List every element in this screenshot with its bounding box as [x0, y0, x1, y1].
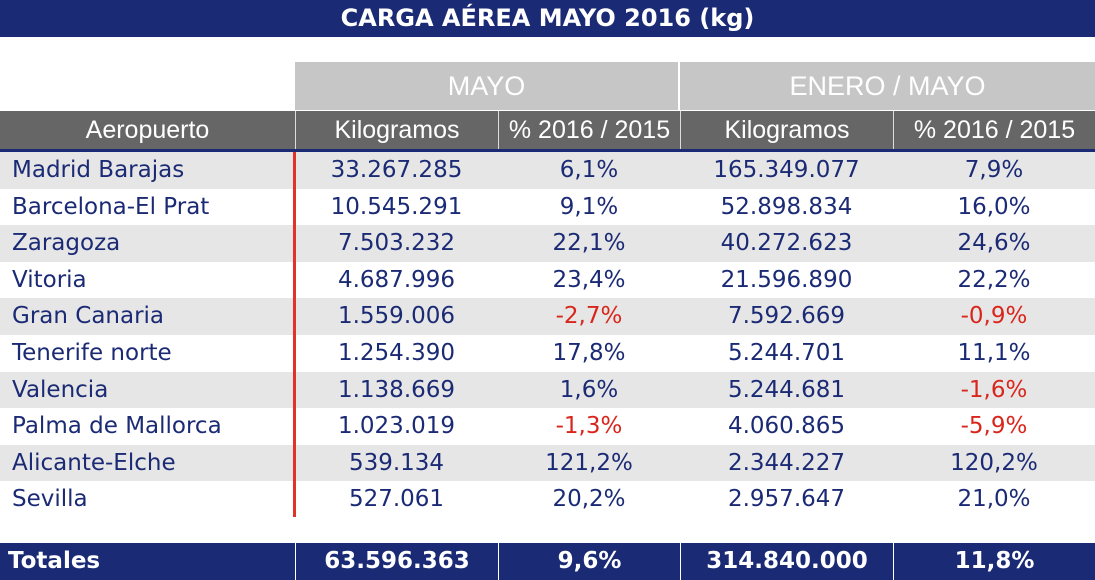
airport-name: Barcelona-El Prat — [12, 193, 210, 220]
airport-name: Sevilla — [12, 486, 88, 513]
table-cell: 1.254.390 — [337, 340, 456, 366]
table-cell: 120,2% — [950, 449, 1038, 476]
totals-cell: 314.840.000 — [680, 543, 893, 580]
table-cell: 20,2% — [552, 486, 626, 513]
table-cell: -0,9% — [960, 303, 1028, 330]
airport-name: Tenerife norte — [12, 340, 172, 366]
table-cell: 4.687.996 — [337, 266, 456, 293]
table-row: Sevilla 527.061 20,2% 2.957.647 21,0% — [0, 481, 1095, 518]
table-cell: 1.023.019 — [337, 413, 456, 440]
column-header: % 2016 / 2015 — [893, 111, 1095, 149]
table-cell: 52.898.834 — [720, 193, 853, 220]
table-cell: 33.267.285 — [330, 157, 463, 183]
table-cell: 7.503.232 — [337, 230, 456, 257]
table-row: Gran Canaria 1.559.006 -2,7% 7.592.669 -0,9% — [0, 298, 1095, 335]
table-row: Vitoria 4.687.996 23,4% 21.596.890 22,2% — [0, 262, 1095, 299]
table-cell: 121,2% — [545, 449, 633, 476]
table-cell: 1.559.006 — [337, 303, 456, 330]
table-cell: 17,8% — [552, 340, 626, 366]
table-row: Alicante-Elche 539.134 121,2% 2.344.227 120,… — [0, 444, 1095, 482]
group-header-mayo: MAYO — [295, 62, 678, 110]
table-cell: 23,4% — [552, 266, 626, 293]
table-cell: -2,7% — [555, 303, 623, 330]
table-row: Barcelona-El Prat 10.545.291 9,1% 52.898.83… — [0, 189, 1095, 226]
column-header: Kilogramos — [295, 111, 498, 149]
table-row: Zaragoza 7.503.232 22,1% 40.272.623 24,6% — [0, 225, 1095, 262]
table-cell: 527.061 — [348, 486, 445, 513]
table-row: Palma de Mallorca 1.023.019 -1,3% 4.060.865… — [0, 408, 1095, 445]
airport-name: Madrid Barajas — [12, 157, 185, 183]
table-cell: 16,0% — [957, 193, 1031, 220]
table-cell: -1,3% — [555, 413, 623, 440]
totals-cell: 11,8% — [893, 543, 1095, 580]
table-cell: 21,0% — [957, 486, 1031, 513]
table-cell: 7.592.669 — [727, 303, 846, 330]
table-cell: 22,1% — [552, 230, 626, 257]
column-header: % 2016 / 2015 — [498, 111, 680, 149]
column-header: Aeropuerto — [85, 116, 210, 144]
table-title: CARGA AÉREA MAYO 2016 (kg) — [0, 0, 1095, 37]
airport-name: Alicante-Elche — [12, 449, 176, 476]
table-cell: 4.060.865 — [727, 413, 846, 440]
column-header-row: Aeropuerto Kilogramos% 2016 / 2015 Kilogra… — [0, 111, 1095, 152]
table-cell: 5.244.701 — [727, 340, 846, 366]
table-cell: -5,9% — [960, 413, 1028, 440]
airport-name: Vitoria — [12, 266, 87, 293]
table-cell: 11,1% — [957, 340, 1031, 366]
column-header: Kilogramos — [680, 111, 893, 149]
airport-name: Gran Canaria — [12, 303, 165, 330]
airport-name: Palma de Mallorca — [12, 413, 222, 440]
table-row: Tenerife norte 1.254.390 17,8% 5.244.701 11,… — [0, 335, 1095, 372]
table-cell: 22,2% — [957, 266, 1031, 293]
table-cell: 6,1% — [559, 157, 619, 183]
table-cell: 1.138.669 — [337, 376, 456, 403]
table-cell: 2.957.647 — [727, 486, 846, 513]
table-cell: -1,6% — [960, 376, 1028, 403]
table-cell: 21.596.890 — [720, 266, 853, 293]
table-cell: 40.272.623 — [720, 230, 853, 257]
red-divider — [293, 152, 296, 517]
table-cell: 24,6% — [957, 230, 1031, 257]
table-cell: 9,1% — [559, 193, 619, 220]
table-cell: 165.349.077 — [713, 157, 860, 183]
totals-row: Totales 63.596.363 9,6% 314.840.000 11,8% — [0, 543, 1095, 580]
table-cell: 539.134 — [348, 449, 445, 476]
table-cell: 10.545.291 — [330, 193, 463, 220]
table-cell: 5.244.681 — [727, 376, 846, 403]
totals-cell: Totales — [8, 548, 101, 574]
table-cell: 7,9% — [964, 157, 1024, 183]
table-row: Madrid Barajas 33.267.285 6,1% 165.349.077 7… — [0, 152, 1095, 189]
table-cell: 1,6% — [559, 376, 619, 403]
table-cell: 2.344.227 — [727, 449, 846, 476]
table-row: Valencia 1.138.669 1,6% 5.244.681 -1,6% — [0, 371, 1095, 409]
totals-cell: 9,6% — [498, 543, 680, 580]
totals-cell: 63.596.363 — [295, 543, 498, 580]
group-header-enero-mayo: ENERO / MAYO — [680, 62, 1095, 110]
airport-name: Zaragoza — [12, 230, 121, 257]
airport-name: Valencia — [12, 376, 109, 403]
